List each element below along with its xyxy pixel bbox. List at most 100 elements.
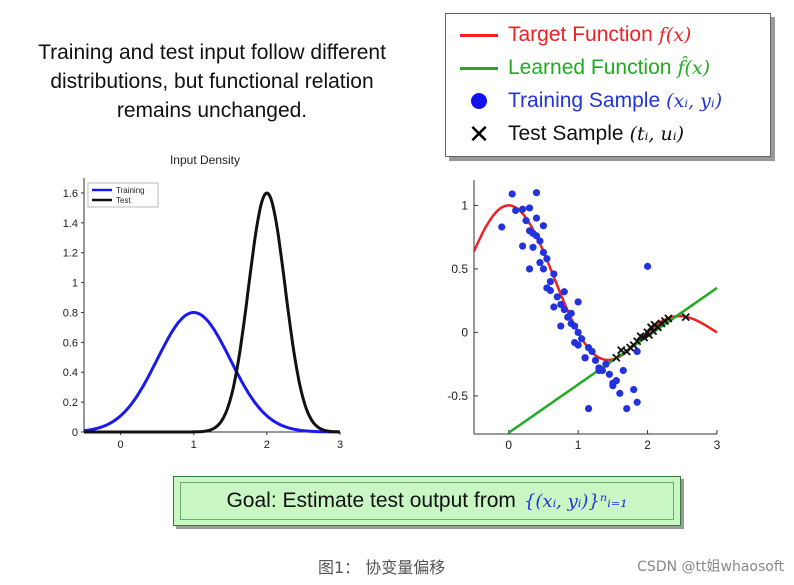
legend-item-target-function: Target Function f(x) xyxy=(446,20,770,50)
training-sample-point xyxy=(539,265,548,273)
training-sample-point xyxy=(567,309,575,317)
training-sample-point xyxy=(630,385,638,394)
density-legend: Training Test xyxy=(87,182,159,208)
training-sample-point xyxy=(591,356,600,364)
training-sample-point xyxy=(574,298,582,306)
test-sample-stroke xyxy=(636,332,645,341)
density-curve-test xyxy=(84,191,340,434)
goal-box: Goal: Estimate test output from {(xᵢ, yᵢ)… xyxy=(173,476,681,526)
legend-label-learned: Learned Function xyxy=(508,56,672,79)
training-sample-point xyxy=(619,366,627,375)
scatter-x-tick-label: 2 xyxy=(644,438,651,452)
training-sample-point xyxy=(539,248,548,256)
legend-math-test: (tᵢ, uᵢ) xyxy=(629,123,684,145)
legend-math-training: (xᵢ, yᵢ) xyxy=(666,90,723,112)
training-sample-point xyxy=(546,278,554,286)
training-sample-point xyxy=(519,242,527,250)
test-sample-stroke xyxy=(612,353,621,362)
density-x-tick-label: 2 xyxy=(264,439,270,451)
figure-caption: 图1： 协变量偏移 xyxy=(318,558,446,577)
training-sample-point xyxy=(560,288,568,296)
test-sample-point xyxy=(639,333,649,342)
function-legend: Target Function f(x) Learned Function f̂(x… xyxy=(445,13,771,157)
test-sample-point xyxy=(681,313,690,322)
training-sample-point xyxy=(574,328,582,336)
density-chart-title: Input Density xyxy=(170,153,240,167)
training-sample-point xyxy=(623,405,631,413)
legend-item-learned-function: Learned Function f̂(x) xyxy=(446,53,770,83)
training-sample-point xyxy=(581,354,589,362)
training-sample-point xyxy=(557,300,565,309)
training-sample-point xyxy=(543,284,551,292)
legend-item-test-sample: ✕ Test Sample (tᵢ, uᵢ) xyxy=(446,119,770,149)
training-sample-point xyxy=(539,222,548,230)
training-sample-point xyxy=(525,265,534,273)
training-sample-point xyxy=(519,205,527,213)
test-sample-stroke xyxy=(639,333,649,342)
test-sample-stroke xyxy=(681,313,690,322)
training-sample-point xyxy=(550,270,558,278)
density-x-tick-label: 1 xyxy=(191,439,197,451)
scatter-x-tick-label: 1 xyxy=(575,438,582,452)
test-sample-stroke xyxy=(633,337,642,346)
goal-label: Goal: Estimate test output from xyxy=(226,489,516,512)
training-sample-point xyxy=(578,335,586,343)
training-sample-point xyxy=(557,322,565,330)
density-y-tick-label: 0 xyxy=(72,427,78,439)
training-sample-point xyxy=(529,243,537,251)
training-sample-point xyxy=(550,303,558,311)
legend-label-training: Training Sample xyxy=(508,89,661,112)
training-sample-point xyxy=(616,389,624,397)
training-sample-point xyxy=(512,206,520,215)
training-sample-point xyxy=(532,232,541,240)
legend-math-learned: f̂(x) xyxy=(677,57,711,79)
training-sample-point xyxy=(612,377,620,385)
training-sample-point xyxy=(560,305,568,314)
density-x-tick-label: 3 xyxy=(337,439,343,451)
blue-dot-icon xyxy=(471,93,487,109)
training-sample-point xyxy=(543,255,551,263)
target-function-curve xyxy=(472,204,718,362)
red-line-icon xyxy=(460,33,498,37)
legend-math-target: f(x) xyxy=(658,24,692,46)
training-sample-point xyxy=(584,405,593,413)
density-y-tick-label: 1.4 xyxy=(63,218,78,230)
density-curve-training xyxy=(83,311,340,434)
density-y-tick-label: 1.6 xyxy=(63,188,78,200)
scatter-x-tick-label: 3 xyxy=(714,438,721,452)
density-y-tick-label: 0.2 xyxy=(63,397,78,409)
training-sample-point xyxy=(571,338,579,347)
training-sample-point xyxy=(633,347,641,356)
input-density-chart: Input Density 0 0.2 0.4 0.6 0.8 1 1.2 1.4 1.6 0 1 2… xyxy=(63,153,343,451)
legend-label-test: Test Sample xyxy=(508,122,624,145)
density-legend-training: Training xyxy=(116,186,145,195)
test-sample-point xyxy=(612,353,621,362)
scatter-y-tick-label: -0.5 xyxy=(447,389,468,403)
training-sample-point xyxy=(536,237,544,245)
density-y-tick-label: 0.8 xyxy=(63,307,78,319)
training-sample-point xyxy=(595,366,603,375)
slide: Training and test input follow different… xyxy=(38,13,771,526)
test-sample-point xyxy=(664,314,673,323)
training-sample-point xyxy=(532,214,541,222)
training-sample-point xyxy=(553,293,561,301)
legend-item-training-sample: Training Sample (xᵢ, yᵢ) xyxy=(446,86,770,116)
regression-scatter-chart: -0.5 0 0.5 1 0 1 2 3 xyxy=(447,180,721,452)
scatter-y-tick-label: 0 xyxy=(461,325,468,339)
test-sample-point xyxy=(633,337,642,346)
goal-math: {(xᵢ, yᵢ)}ⁿᵢ₌₁ xyxy=(523,490,628,512)
training-sample-point xyxy=(605,370,613,378)
cross-icon: ✕ xyxy=(468,119,490,149)
headline-text: Training and test input follow different… xyxy=(38,41,386,122)
green-line-icon xyxy=(460,66,498,70)
training-sample-point xyxy=(633,398,641,406)
training-sample-point xyxy=(571,322,579,330)
training-sample-point xyxy=(522,217,530,225)
test-sample-stroke xyxy=(664,314,673,323)
density-x-tick-label: 0 xyxy=(118,439,124,451)
density-y-tick-label: 0.4 xyxy=(63,367,78,379)
training-sample-point xyxy=(602,360,610,368)
training-sample-point xyxy=(498,223,506,231)
density-y-tick-label: 1.2 xyxy=(63,248,78,260)
density-y-tick-label: 1 xyxy=(72,278,78,290)
